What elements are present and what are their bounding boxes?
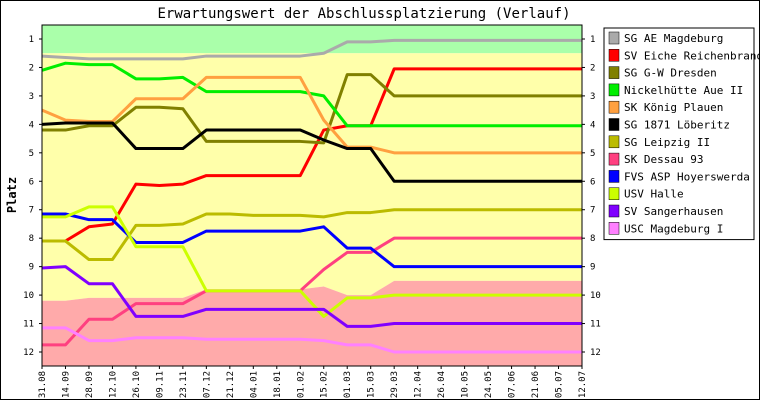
legend-box [603,27,755,241]
x-tick-label: 21.06 [531,371,541,398]
x-tick-label: 07.06 [508,371,518,398]
legend-label: SG AE Magdeburg [624,32,723,45]
x-tick-label: 15.03 [367,371,377,398]
legend-label: SG G-W Dresden [624,67,717,80]
y-tick-label: 3 [590,92,595,102]
y-tick-label: 7 [29,206,34,216]
x-ticks: 31.08 14.09 28.09 12.10 26.10 09.11 23.11 07.12… [38,366,588,398]
legend-swatch [608,100,620,114]
legend-label: FVS ASP Hoyerswerda [624,170,750,183]
background-bands [42,25,582,366]
series-line-3 [42,73,582,145]
y-tick-label: 9 [29,263,34,273]
x-tick-label: 10.05 [461,371,471,398]
series-line-1 [41,38,582,61]
y-tick-label: 10 [23,291,34,301]
y-tick-label: 1 [29,35,34,45]
y-tick-label: 12 [23,348,34,358]
series-line-8 [42,236,582,347]
series-line-2 [42,67,582,243]
x-tick-label: 05.07 [555,371,565,398]
x-tick-label: 28.09 [85,371,95,398]
legend-swatch [608,49,620,62]
legend-swatch [608,170,620,183]
legend-label: SV Sangerhausen [624,205,723,218]
y-tick-label: 8 [590,234,595,244]
plot-area-border [41,24,583,367]
chart-title: Erwartungswert der Abschlussplatzierung … [157,6,570,22]
band-yellow [42,53,582,301]
band-green [42,25,582,54]
series-lines [41,38,582,354]
y-tick-label: 12 [590,348,601,358]
legend-label: SG Leipzig II [624,136,710,149]
y-tick-label: 5 [29,149,34,159]
legend-label: Nickelhütte Aue II [624,84,743,97]
x-tick-label: 12.04 [414,371,424,398]
legend-label: USV Halle [624,188,684,201]
x-tick-label: 24.05 [484,371,494,398]
legend-label: USC Magdeburg I [624,222,723,235]
y-tick-label: 9 [590,263,595,273]
x-tick-label: 18.01 [273,371,283,398]
y-axis-label: Platz [5,177,19,213]
y-tick-label: 5 [590,149,595,159]
series-line-10 [42,205,582,318]
x-tick-label: 29.03 [390,371,400,398]
y-tick-label: 1 [590,35,595,45]
x-tick-label: 09.11 [155,371,165,398]
x-tick-label: 26.04 [437,371,447,398]
legend-swatch [608,83,620,97]
legend-swatch [608,204,620,218]
y-tick-label: 8 [29,234,34,244]
legend-swatch [608,152,620,166]
y-tick-label: 11 [590,320,601,330]
x-tick-label: 07.12 [202,371,212,398]
legend-label: SG 1871 Löberitz [624,119,730,132]
legend-swatch [608,66,620,79]
legend-swatch [608,31,620,45]
series-line-6 [41,121,582,183]
legend-label: SK Dessau 93 [624,153,703,166]
x-tick-label: 31.08 [38,371,48,398]
legend-swatch [608,222,620,235]
y-tick-label: 6 [29,177,34,187]
legend-swatch [608,135,620,149]
series-line-7 [42,208,582,262]
legend-swatch [608,118,620,131]
legend-swatch [608,187,620,200]
series-line-5 [41,75,582,155]
y-tick-label: 6 [590,177,595,187]
y-tick-label: 2 [29,63,34,73]
y-tick-label: 10 [590,291,601,301]
y-tick-label: 11 [23,320,34,330]
legend-label: SV Eiche Reichenbrand [624,49,760,62]
x-tick-label: 04.01 [249,371,259,398]
x-tick-label: 23.11 [179,371,189,398]
x-tick-label: 12.07 [578,371,588,398]
y-tick-label: 2 [590,63,595,73]
x-tick-label: 14.09 [61,371,71,398]
x-tick-label: 12.10 [108,371,118,398]
series-line-4 [41,61,582,128]
y-tick-label: 4 [590,120,595,130]
x-tick-label: 01.02 [296,371,306,398]
x-tick-label: 21.12 [226,371,236,398]
series-line-11 [41,265,582,328]
x-tick-label: 01.03 [343,371,353,398]
y-tick-label: 7 [590,206,595,216]
series-line-12 [42,326,582,354]
legend: SG AE Magdeburg SV Eiche Reichenbrand SG G… [603,27,760,241]
x-tick-label: 26.10 [132,371,142,398]
x-tick-label: 15.02 [320,371,330,398]
legend-label: SK König Plauen [624,101,723,114]
y-tick-label: 4 [29,120,34,130]
y-tick-label: 3 [29,92,34,102]
